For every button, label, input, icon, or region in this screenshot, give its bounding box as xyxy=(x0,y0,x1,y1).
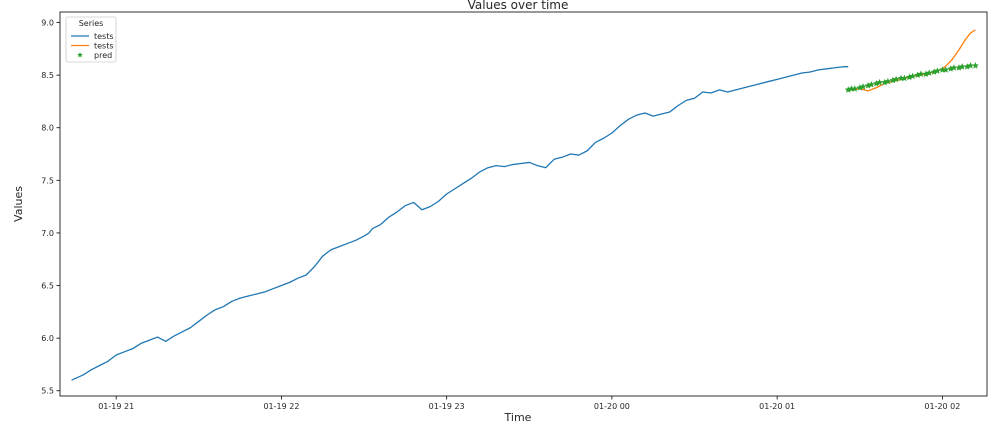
x-tick-label: 01-20 02 xyxy=(924,402,960,411)
pred-point xyxy=(950,64,958,71)
y-tick-label: 5.5 xyxy=(41,387,54,396)
pred-point xyxy=(900,74,908,82)
series-line-1 xyxy=(71,66,849,381)
pred-point xyxy=(942,66,950,73)
y-tick-label: 6.0 xyxy=(41,334,54,343)
x-tick-label: 01-19 23 xyxy=(429,402,465,411)
y-axis-title: Values xyxy=(12,186,25,222)
pred-point xyxy=(884,77,892,85)
pred-point xyxy=(867,80,875,88)
pred-point xyxy=(925,69,933,76)
x-axis-title: Time xyxy=(504,411,532,422)
pred-point xyxy=(958,63,966,70)
y-tick-label: 7.0 xyxy=(41,229,54,238)
legend-title: Series xyxy=(79,19,104,28)
x-tick-label: 01-20 01 xyxy=(759,402,795,411)
legend-box xyxy=(65,16,117,63)
x-tick-label: 01-19 22 xyxy=(263,402,299,411)
legend-swatch xyxy=(77,52,83,58)
x-tick-label: 01-20 00 xyxy=(594,402,630,411)
chart-title: Values over time xyxy=(468,0,569,12)
y-tick-label: 7.5 xyxy=(41,176,54,185)
pred-point xyxy=(892,75,900,83)
pred-point xyxy=(876,78,884,86)
pred-point xyxy=(859,83,867,90)
series-layer xyxy=(71,29,979,381)
legend-label: pred xyxy=(94,51,112,60)
pred-point xyxy=(917,70,925,77)
pred-point xyxy=(934,67,941,74)
y-axis: 5.5 6.0 6.5 7.0 7.5 8.0 8.5 9.0 xyxy=(41,19,60,396)
pred-point xyxy=(972,62,979,69)
legend-label: tests xyxy=(94,32,114,41)
legend-label: tests xyxy=(94,42,114,51)
pred-point xyxy=(909,72,917,80)
pred-point xyxy=(851,85,859,92)
y-tick-label: 8.5 xyxy=(41,71,54,80)
pred-point xyxy=(967,62,974,69)
y-tick-label: 9.0 xyxy=(41,19,54,28)
y-tick-label: 8.0 xyxy=(41,124,54,133)
plot-frame xyxy=(59,11,988,397)
y-tick-label: 6.5 xyxy=(41,282,54,291)
x-axis: 01-19 21 01-19 22 01-19 23 01-20 00 01-20 01… xyxy=(98,396,960,411)
x-tick-label: 01-19 21 xyxy=(98,402,134,411)
